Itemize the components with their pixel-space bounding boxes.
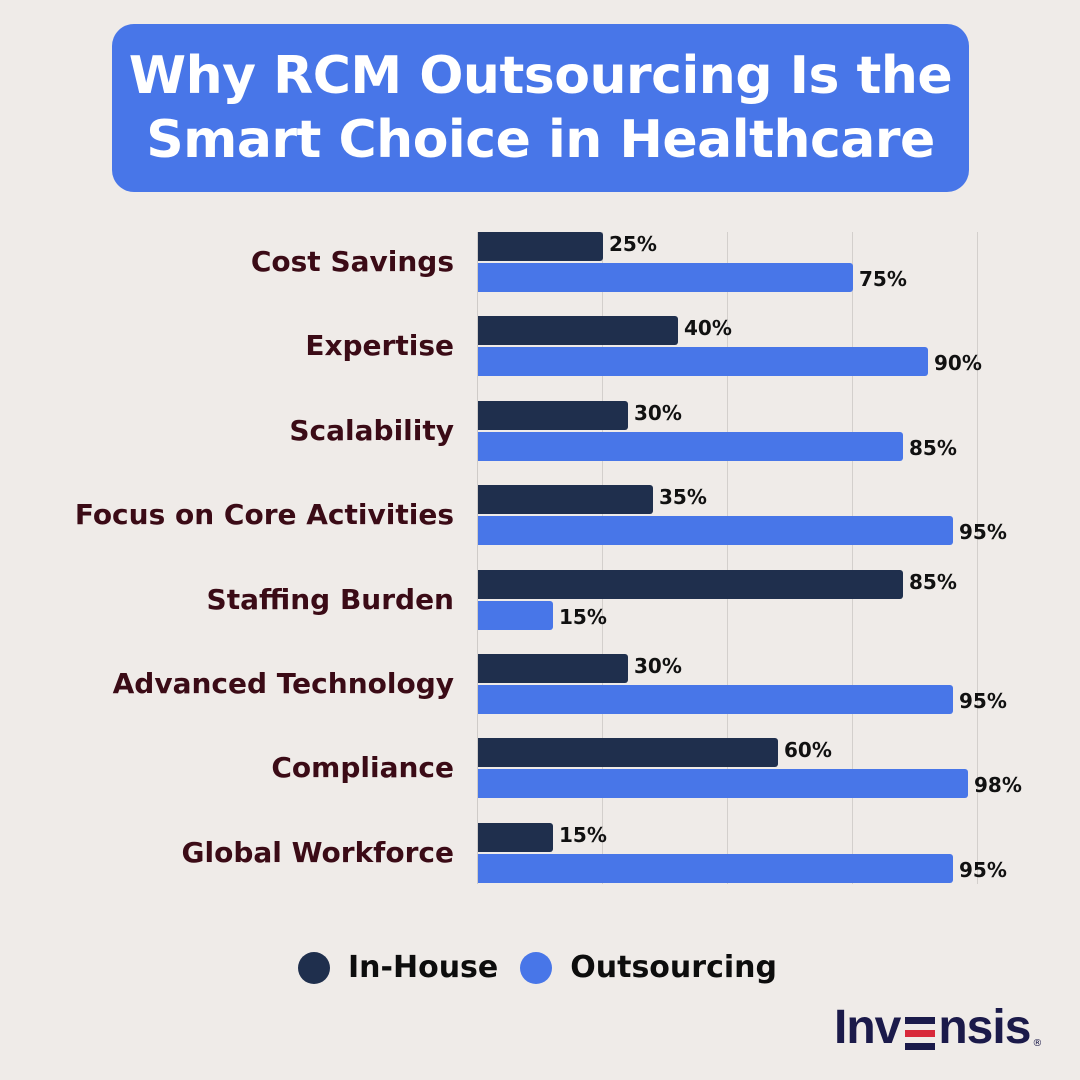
bar-outsourcing: [478, 263, 853, 292]
bar-outsourcing: [478, 347, 928, 377]
category-label: Scalability: [289, 413, 454, 447]
bar-in-house: [478, 316, 678, 346]
category-label: Focus on Core Activities: [74, 498, 454, 532]
value-label: 95%: [959, 857, 1007, 882]
invensis-logo: Inv nsis ®: [834, 1003, 1042, 1053]
category-label: Cost Savings: [250, 245, 454, 278]
value-label: 85%: [909, 435, 957, 460]
category-label: Staffing Burden: [206, 582, 454, 616]
bar-in-house: [478, 400, 628, 430]
category-label: Advanced Technology: [112, 667, 454, 700]
gridline-25: [602, 232, 603, 884]
y-axis-line: [477, 232, 478, 884]
bar-outsourcing: [478, 431, 903, 461]
logo-e-mark-icon: [901, 1013, 937, 1053]
title-banner: Why RCM Outsourcing Is the Smart Choice …: [112, 24, 969, 192]
value-label: 85%: [909, 569, 957, 594]
bar-in-house: [478, 485, 653, 515]
bar-outsourcing: [478, 853, 953, 883]
gridline-75: [852, 232, 853, 884]
value-label: 98%: [974, 773, 1022, 798]
value-label: 95%: [959, 520, 1007, 545]
value-label: 75%: [859, 267, 907, 291]
gridline-50: [727, 232, 728, 884]
legend-swatch-in-house: [298, 951, 330, 984]
logo-text-left: Inv: [834, 1001, 901, 1054]
value-label: 15%: [559, 822, 607, 847]
value-label: 35%: [659, 485, 707, 510]
value-label: 95%: [959, 689, 1007, 713]
legend-label-in-house: In-House: [348, 950, 499, 985]
bar-outsourcing: [478, 685, 953, 714]
bar-in-house: [478, 569, 903, 599]
bar-in-house: [478, 738, 778, 768]
registered-mark: ®: [1032, 1038, 1043, 1049]
value-label: 30%: [634, 654, 682, 678]
bar-in-house: [478, 654, 628, 683]
bar-outsourcing: [478, 600, 553, 630]
legend: In-House Outsourcing: [298, 950, 799, 985]
bar-in-house: [478, 822, 553, 852]
title-line-2: Smart Choice in Healthcare: [146, 110, 935, 170]
bar-outsourcing: [478, 516, 953, 546]
value-label: 60%: [784, 738, 832, 763]
value-label: 30%: [634, 400, 682, 425]
logo-text-right: nsis: [938, 1001, 1031, 1054]
value-label: 90%: [934, 351, 982, 376]
category-label: Compliance: [271, 751, 454, 785]
category-label: Global Workforce: [181, 835, 454, 869]
legend-swatch-outsourcing: [520, 951, 553, 984]
title-line-1: Why RCM Outsourcing Is the: [128, 46, 953, 106]
value-label: 40%: [684, 316, 732, 341]
legend-label-outsourcing: Outsourcing: [570, 950, 777, 985]
category-label: Expertise: [305, 329, 454, 363]
bar-outsourcing: [478, 769, 968, 799]
gridline-100: [977, 232, 978, 884]
bar-in-house: [478, 232, 603, 261]
value-label: 25%: [609, 232, 657, 256]
value-label: 15%: [559, 604, 607, 629]
